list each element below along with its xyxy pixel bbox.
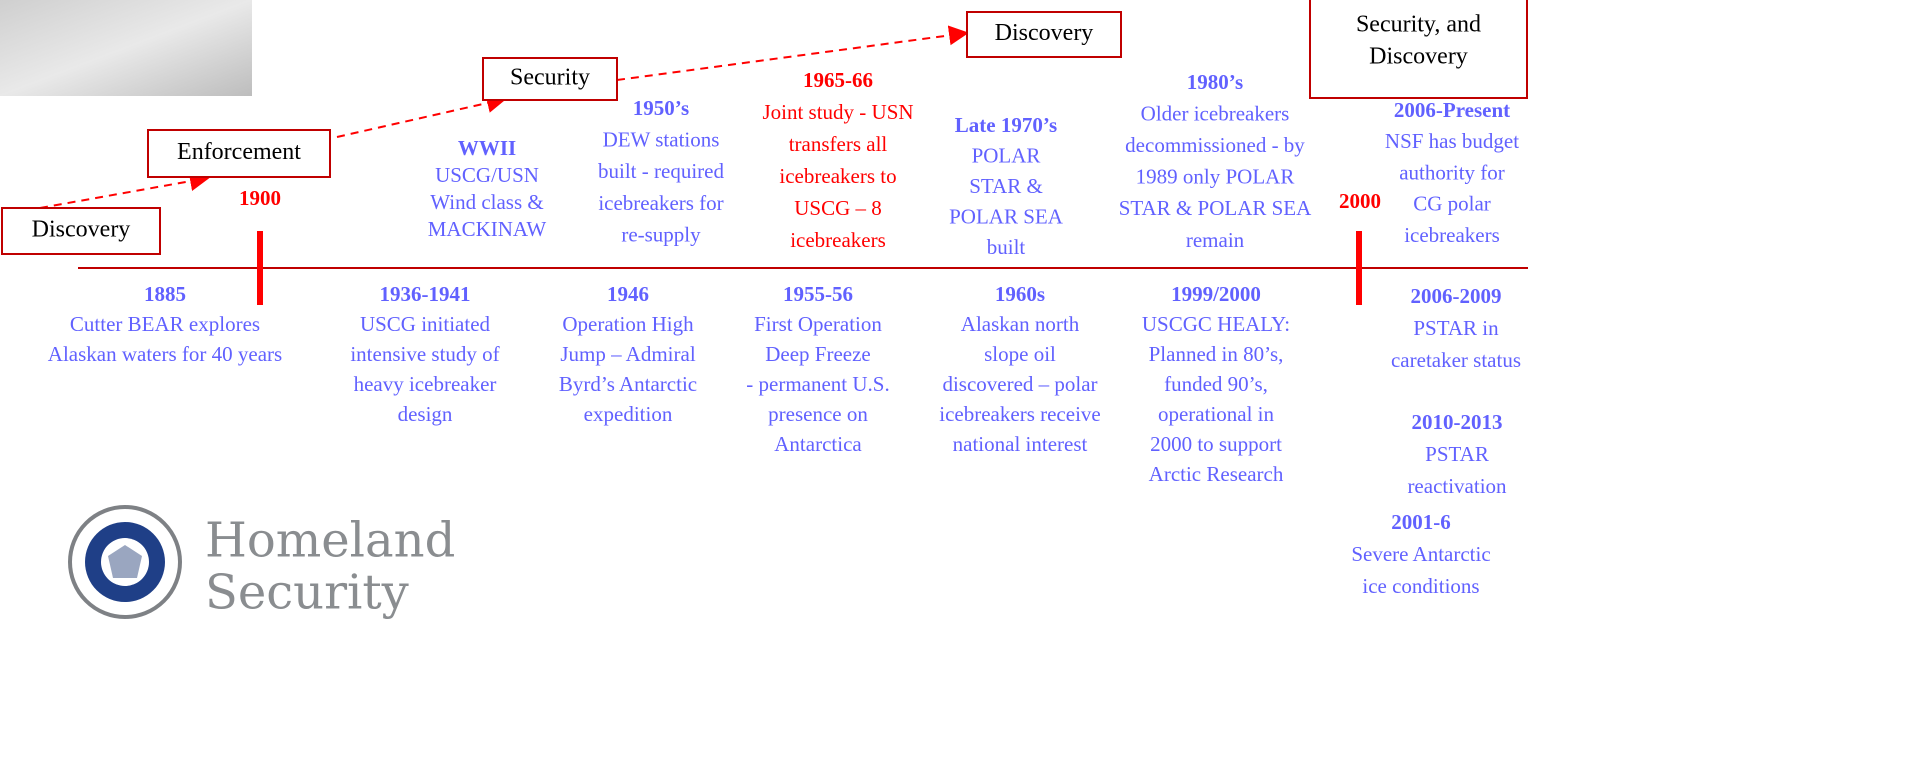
box-label: Discovery (32, 217, 131, 243)
event-text: re-supply (621, 223, 701, 247)
box-label: Enforcement (177, 139, 301, 165)
event-text: PSTAR in (1413, 316, 1499, 340)
event-text: USCGC HEALY: (1142, 312, 1290, 336)
event-title: 1885 (144, 282, 186, 306)
event-text: discovered – polar (942, 372, 1097, 396)
event-text: slope oil (984, 342, 1056, 366)
event-text: icebreakers for (598, 191, 723, 215)
event-title: WWII (458, 136, 516, 160)
event-text: NSF has budget (1385, 129, 1519, 153)
event-title: 1960s (995, 282, 1045, 306)
event-text: Byrd’s Antarctic (559, 372, 697, 396)
event-text: Arctic Research (1149, 462, 1284, 486)
event-text: 1989 only POLAR (1136, 165, 1295, 189)
event-text: CG polar (1413, 192, 1491, 216)
event-text: Alaskan north (961, 312, 1080, 336)
event-text: ice conditions (1362, 574, 1479, 598)
event-text: POLAR SEA (949, 204, 1064, 228)
event-text: authority for (1399, 160, 1505, 184)
event-text: Severe Antarctic (1351, 542, 1490, 566)
event-text: DEW stations (603, 128, 720, 152)
box-label: Security, and (1356, 12, 1481, 38)
event-title: Late 1970’s (955, 113, 1057, 137)
logo-text: Homeland (205, 513, 455, 569)
event-text: Joint study - USN (762, 100, 913, 124)
event-text: Older icebreakers (1141, 101, 1290, 125)
arrow (617, 33, 967, 80)
event-text: POLAR (972, 143, 1041, 167)
event-title: 1965-66 (803, 68, 873, 92)
event-title: 1955-56 (783, 282, 853, 306)
slide: Discovery Enforcement Security Discovery Sec… (0, 0, 1920, 757)
event-text: PSTAR (1425, 442, 1489, 466)
event-title: 2006-2009 (1411, 284, 1502, 308)
event-text: icebreakers (790, 228, 886, 252)
event-text: Planned in 80’s, (1149, 342, 1284, 366)
event-title: 2010-2013 (1412, 410, 1503, 434)
event-text: STAR & (969, 174, 1043, 198)
box-label: Discovery (1369, 44, 1468, 70)
arrow (40, 178, 208, 208)
event-text: design (398, 402, 453, 426)
event-title: 2001-6 (1391, 510, 1451, 534)
event-text: expedition (584, 402, 673, 426)
event-text: MACKINAW (428, 217, 547, 241)
event-text: USCG/USN (435, 163, 539, 187)
event-text: USCG initiated (360, 312, 491, 336)
event-text: First Operation (754, 312, 882, 336)
event-text: intensive study of (350, 342, 499, 366)
box-label: Security (510, 65, 590, 91)
event-text: - permanent U.S. (746, 372, 889, 396)
event-text: Cutter BEAR explores (70, 312, 260, 336)
event-text: Wind class & (430, 190, 543, 214)
event-text: caretaker status (1391, 348, 1521, 372)
event-text: built (987, 235, 1026, 259)
logo-seal (70, 507, 180, 617)
marker-label: 1900 (239, 186, 281, 210)
logo-text: Security (205, 565, 409, 621)
event-text: decommissioned - by (1125, 133, 1305, 157)
event-title: 1999/2000 (1171, 282, 1261, 306)
arrow (337, 99, 505, 137)
event-text: heavy icebreaker (354, 372, 497, 396)
event-text: built - required (598, 159, 724, 183)
marker-label: 2000 (1339, 189, 1381, 213)
event-text: icebreakers (1404, 223, 1500, 247)
event-title: 1936-1941 (380, 282, 471, 306)
event-text: operational in (1158, 402, 1275, 426)
event-text: transfers all (789, 132, 888, 156)
event-title: 1950’s (633, 96, 689, 120)
event-text: presence on (768, 402, 868, 426)
event-text: STAR & POLAR SEA (1119, 196, 1312, 220)
event-title: 1980’s (1187, 70, 1243, 94)
event-text: national interest (953, 432, 1088, 456)
event-text: Jump – Admiral (560, 342, 695, 366)
event-text: Alaskan waters for 40 years (48, 342, 282, 366)
event-text: Deep Freeze (765, 342, 871, 366)
event-text: USCG – 8 (794, 196, 882, 220)
event-text: icebreakers to (779, 164, 896, 188)
photo (0, 0, 252, 96)
event-text: Antarctica (774, 432, 862, 456)
event-title: 1946 (607, 282, 649, 306)
event-text: remain (1186, 228, 1245, 252)
box-label: Discovery (995, 20, 1094, 46)
event-text: reactivation (1407, 474, 1507, 498)
event-title: 2006-Present (1394, 98, 1510, 122)
event-text: icebreakers receive (939, 402, 1100, 426)
event-text: Operation High (562, 312, 694, 336)
event-text: funded 90’s, (1164, 372, 1268, 396)
event-text: 2000 to support (1150, 432, 1282, 456)
